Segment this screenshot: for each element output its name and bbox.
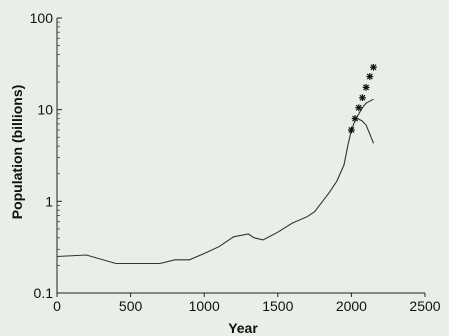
y-tick-label: 0.1: [34, 285, 54, 301]
star-marker: [362, 83, 370, 91]
y-axis-title: Population (billions): [9, 85, 25, 220]
star-marker: [359, 94, 366, 102]
series-line: [56, 113, 360, 265]
y-tick-label: 1: [45, 193, 53, 209]
star-marker: [366, 73, 374, 80]
x-axis-title: Year: [228, 320, 258, 336]
x-tick-label: 500: [119, 298, 143, 314]
star-marker: [370, 63, 377, 71]
x-tick-label: 2500: [409, 298, 440, 314]
series-line: [357, 118, 375, 144]
series-line: [358, 98, 374, 115]
x-tick-label: 2000: [336, 298, 367, 314]
plot-area: 0 500 1000 1500 2000 2500 0.1 1 10 100: [30, 10, 441, 314]
y-tick-label: 100: [30, 10, 54, 26]
x-tick-label: 1500: [262, 298, 293, 314]
x-tick-label: 1000: [189, 298, 220, 314]
star-marker: [351, 115, 359, 122]
y-tick-label: 10: [37, 102, 53, 118]
star-marker: [355, 104, 363, 112]
star-marker: [348, 126, 355, 134]
x-tick-label: 0: [53, 298, 61, 314]
